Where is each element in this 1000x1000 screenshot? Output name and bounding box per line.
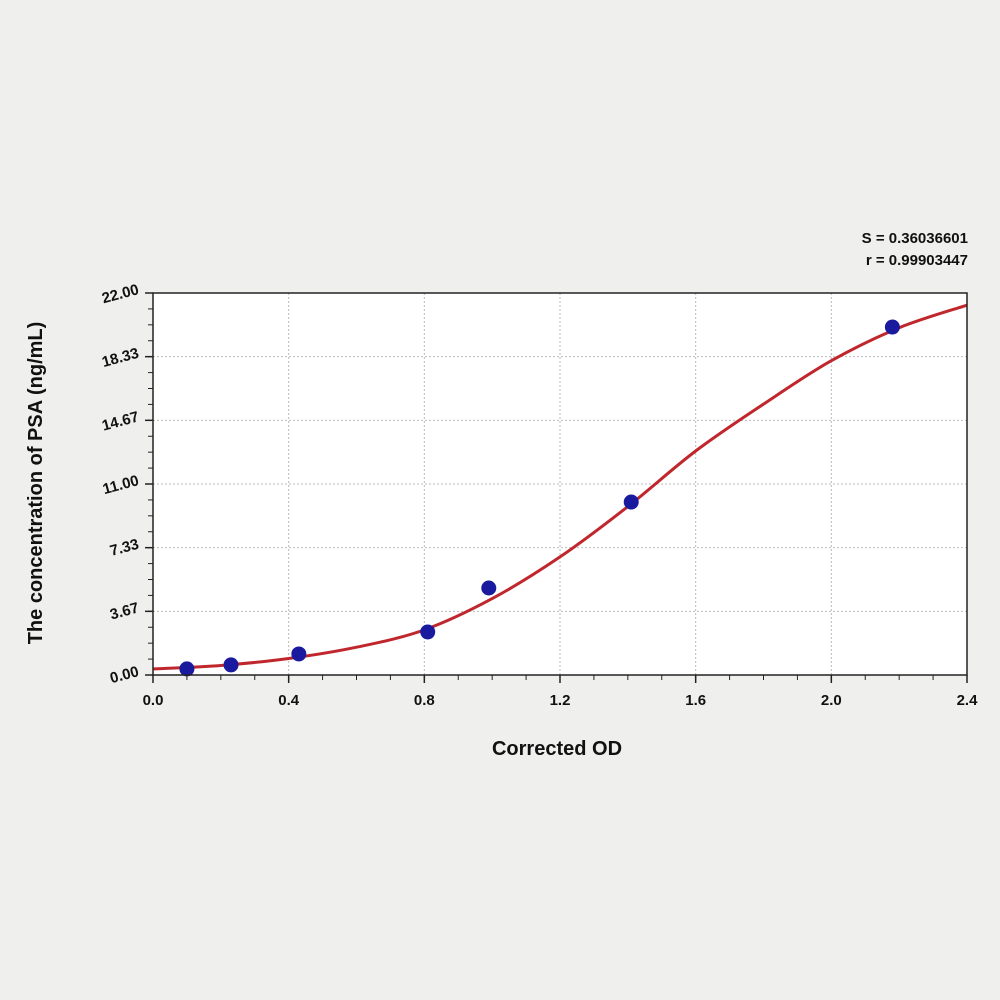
x-tick-label: 0.4 bbox=[278, 692, 300, 709]
x-tick-label: 2.4 bbox=[957, 692, 979, 709]
x-tick-label: 1.6 bbox=[685, 692, 706, 709]
y-tick-label: 7.33 bbox=[108, 536, 141, 560]
data-point bbox=[179, 661, 195, 677]
x-tick-label: 0.8 bbox=[414, 692, 435, 709]
y-tick-label: 11.00 bbox=[101, 472, 141, 498]
x-tick-label: 0.0 bbox=[143, 692, 164, 709]
data-point bbox=[420, 624, 436, 640]
r-annotation: r = 0.99903447 bbox=[865, 252, 968, 269]
data-point bbox=[884, 319, 900, 335]
s-annotation: S = 0.36036601 bbox=[861, 230, 968, 247]
x-tick-label: 1.2 bbox=[550, 692, 571, 709]
data-point bbox=[223, 657, 239, 673]
x-tick-label: 2.0 bbox=[821, 692, 842, 709]
data-point bbox=[291, 646, 307, 662]
y-tick-label: 0.00 bbox=[108, 663, 141, 687]
y-tick-label: 18.33 bbox=[100, 345, 141, 371]
data-point bbox=[623, 494, 639, 510]
fitted-curve bbox=[152, 303, 968, 671]
y-tick-label: 14.67 bbox=[100, 408, 141, 434]
y-tick-label: 22.00 bbox=[100, 281, 141, 307]
y-tick-label: 3.67 bbox=[108, 599, 141, 623]
x-axis-label: Corrected OD bbox=[492, 738, 622, 760]
y-axis-label: The concentration of PSA (ng/mL) bbox=[25, 322, 47, 645]
data-point bbox=[481, 580, 497, 596]
